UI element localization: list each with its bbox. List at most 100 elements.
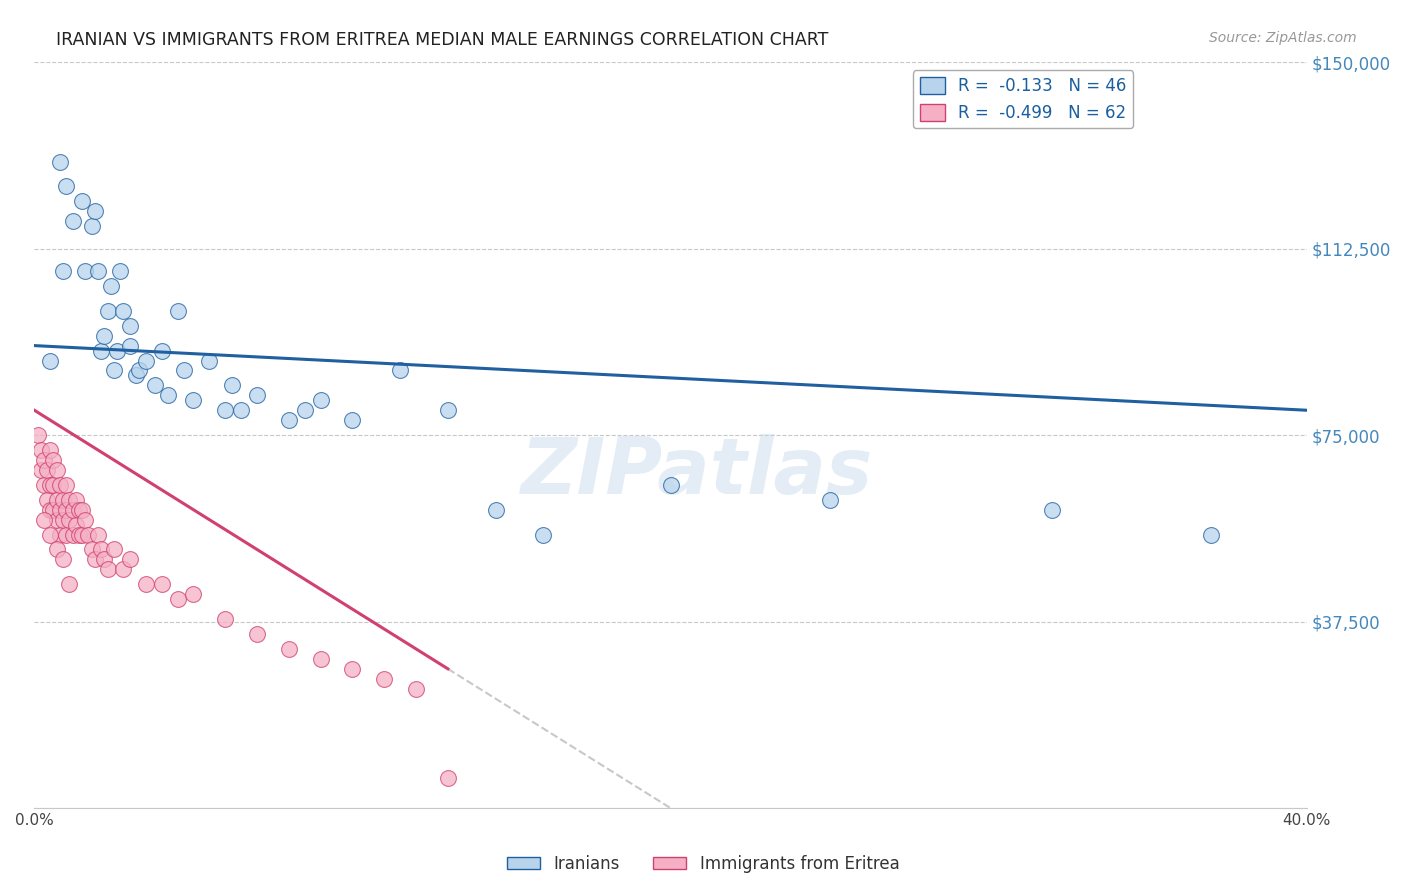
- Point: [659, 478, 682, 492]
- Point: [87, 527, 110, 541]
- Point: [62, 527, 84, 541]
- Point: [49, 527, 72, 541]
- Point: [309, 393, 332, 408]
- Point: [183, 393, 205, 408]
- Point: [27, 428, 49, 442]
- Point: [277, 413, 299, 427]
- Point: [143, 378, 166, 392]
- Point: [309, 652, 332, 666]
- Point: [118, 338, 141, 352]
- Point: [128, 363, 150, 377]
- Point: [118, 318, 141, 333]
- Point: [67, 502, 90, 516]
- Legend: Iranians, Immigrants from Eritrea: Iranians, Immigrants from Eritrea: [501, 848, 905, 880]
- Point: [150, 577, 173, 591]
- Point: [105, 343, 128, 358]
- Point: [112, 562, 135, 576]
- Point: [67, 527, 90, 541]
- Point: [45, 492, 67, 507]
- Point: [93, 328, 115, 343]
- Point: [83, 552, 105, 566]
- Point: [39, 353, 62, 368]
- Point: [183, 587, 205, 601]
- Point: [405, 681, 427, 696]
- Point: [87, 264, 110, 278]
- Point: [531, 527, 554, 541]
- Point: [135, 577, 157, 591]
- Point: [39, 478, 62, 492]
- Point: [49, 502, 72, 516]
- Point: [96, 303, 118, 318]
- Point: [83, 204, 105, 219]
- Point: [65, 492, 87, 507]
- Point: [70, 502, 93, 516]
- Point: [80, 542, 103, 557]
- Point: [45, 513, 67, 527]
- Point: [45, 542, 67, 557]
- Point: [221, 378, 243, 392]
- Point: [156, 388, 179, 402]
- Point: [135, 353, 157, 368]
- Text: ZIPatlas: ZIPatlas: [520, 434, 872, 510]
- Point: [198, 353, 221, 368]
- Point: [485, 502, 508, 516]
- Point: [214, 403, 236, 417]
- Point: [39, 527, 62, 541]
- Point: [55, 179, 77, 194]
- Point: [437, 403, 460, 417]
- Point: [166, 303, 188, 318]
- Point: [52, 264, 75, 278]
- Text: IRANIAN VS IMMIGRANTS FROM ERITREA MEDIAN MALE EARNINGS CORRELATION CHART: IRANIAN VS IMMIGRANTS FROM ERITREA MEDIA…: [56, 31, 828, 49]
- Point: [389, 363, 412, 377]
- Point: [373, 672, 395, 686]
- Point: [100, 279, 122, 293]
- Point: [103, 363, 125, 377]
- Point: [818, 492, 841, 507]
- Point: [75, 513, 97, 527]
- Point: [55, 527, 77, 541]
- Point: [62, 214, 84, 228]
- Point: [90, 343, 112, 358]
- Point: [30, 463, 52, 477]
- Point: [58, 577, 80, 591]
- Point: [96, 562, 118, 576]
- Point: [1201, 527, 1223, 541]
- Point: [342, 662, 364, 676]
- Point: [231, 403, 253, 417]
- Legend: R =  -0.133   N = 46, R =  -0.499   N = 62: R = -0.133 N = 46, R = -0.499 N = 62: [912, 70, 1133, 128]
- Point: [35, 492, 58, 507]
- Point: [77, 527, 100, 541]
- Point: [35, 463, 58, 477]
- Point: [90, 542, 112, 557]
- Point: [55, 478, 77, 492]
- Point: [103, 542, 125, 557]
- Point: [52, 552, 75, 566]
- Point: [70, 194, 93, 209]
- Point: [42, 502, 65, 516]
- Point: [342, 413, 364, 427]
- Point: [214, 612, 236, 626]
- Point: [294, 403, 316, 417]
- Text: Source: ZipAtlas.com: Source: ZipAtlas.com: [1209, 31, 1357, 45]
- Point: [32, 478, 55, 492]
- Point: [39, 502, 62, 516]
- Point: [112, 303, 135, 318]
- Point: [437, 771, 460, 785]
- Point: [42, 478, 65, 492]
- Point: [52, 513, 75, 527]
- Point: [55, 502, 77, 516]
- Point: [1040, 502, 1063, 516]
- Point: [75, 264, 97, 278]
- Point: [93, 552, 115, 566]
- Point: [246, 388, 269, 402]
- Point: [118, 552, 141, 566]
- Point: [277, 642, 299, 657]
- Point: [52, 492, 75, 507]
- Point: [45, 463, 67, 477]
- Point: [39, 443, 62, 458]
- Point: [166, 592, 188, 607]
- Point: [58, 492, 80, 507]
- Point: [110, 264, 132, 278]
- Point: [30, 443, 52, 458]
- Point: [125, 368, 148, 383]
